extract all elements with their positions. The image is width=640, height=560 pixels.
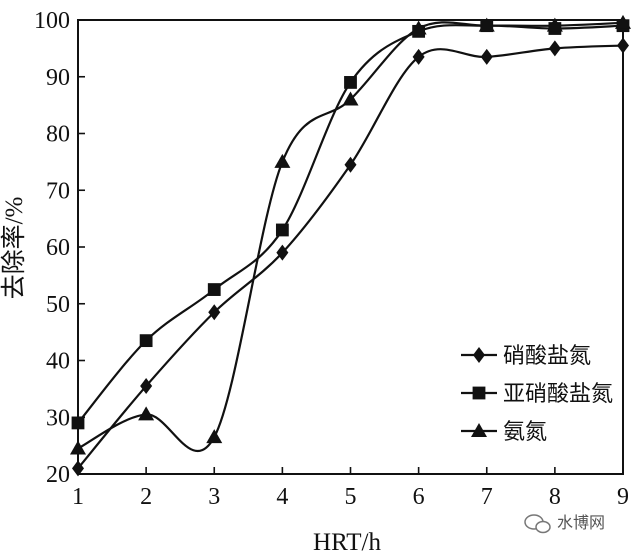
data-point: [548, 40, 561, 57]
legend-item: 氨氮: [461, 420, 547, 445]
x-tick-label: 6: [413, 484, 425, 510]
data-point: [70, 440, 86, 455]
legend-item: 亚硝酸盐氮: [461, 382, 613, 407]
series-line: [77, 44, 624, 470]
data-point: [206, 429, 223, 444]
data-point: [274, 153, 291, 168]
data-point: [410, 20, 427, 35]
y-axis-title: 去除率/%: [0, 197, 28, 300]
series-triangle: [70, 14, 631, 455]
watermark-text: 水博网: [557, 513, 605, 532]
legend-label: 亚硝酸盐氮: [503, 382, 613, 407]
data-point: [139, 334, 153, 348]
data-point: [208, 304, 221, 321]
x-tick-label: 7: [481, 484, 493, 510]
data-point: [71, 416, 85, 430]
data-point: [138, 406, 155, 421]
legend-marker: [473, 347, 485, 363]
data-point: [140, 378, 153, 395]
y-tick-label: 80: [46, 122, 70, 148]
series-line: [77, 24, 624, 424]
data-point: [344, 156, 357, 173]
axes: 1 2 3 4 5 6 7 8 9 20 30 40 50 60 70 80 90 100: [34, 8, 629, 510]
x-tick-label: 3: [208, 484, 220, 510]
y-tick-label: 50: [46, 292, 70, 318]
watermark: 水博网: [524, 513, 605, 534]
data-point: [275, 223, 289, 237]
y-tick-label: 100: [34, 8, 70, 34]
data-point: [72, 460, 84, 477]
x-tick-label: 2: [140, 484, 152, 510]
y-tick-label: 30: [46, 405, 70, 431]
data-point: [480, 48, 493, 65]
y-tick-label: 20: [46, 462, 70, 488]
x-tick-label: 5: [345, 484, 357, 510]
data-point: [412, 48, 425, 65]
y-tick-label: 90: [46, 65, 70, 91]
data-point: [342, 91, 359, 106]
series-line: [77, 21, 624, 453]
y-tick-label: 60: [46, 235, 70, 261]
wechat-icon: [524, 514, 551, 534]
series-group: [70, 14, 631, 477]
data-point: [478, 17, 495, 32]
x-tick-label: 8: [549, 484, 561, 510]
legend-label: 硝酸盐氮: [503, 344, 591, 369]
y-tick-label: 40: [46, 349, 70, 375]
x-tick-label: 9: [617, 484, 629, 510]
x-tick-label: 4: [276, 484, 288, 510]
data-point: [344, 76, 357, 89]
data-point: [546, 17, 563, 32]
x-axis-title: HRT/h: [313, 529, 381, 556]
data-point: [615, 14, 631, 29]
legend-marker: [471, 423, 487, 437]
data-point: [617, 37, 629, 54]
x-tick-label: 1: [72, 484, 84, 510]
series-diamond: [72, 37, 629, 477]
data-point: [276, 244, 289, 261]
legend-marker: [472, 386, 486, 400]
legend-item: 硝酸盐氮: [461, 344, 591, 369]
y-tick-label: 70: [46, 178, 70, 204]
legend-label: 氨氮: [503, 420, 547, 445]
data-point: [207, 283, 221, 296]
